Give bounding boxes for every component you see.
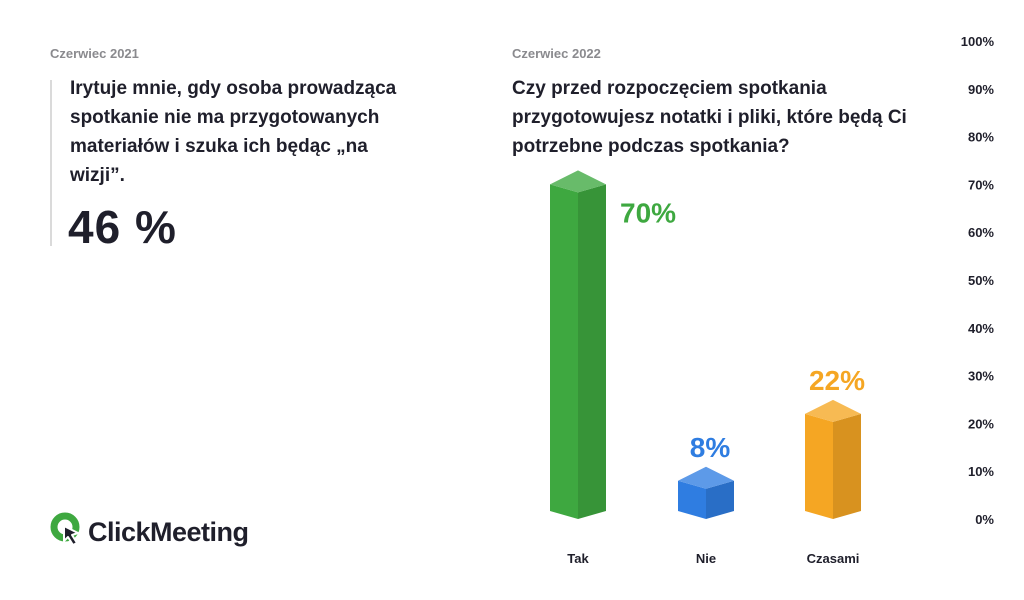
clickmeeting-logo-icon [50, 512, 82, 553]
y-tick-label: 40% [968, 321, 994, 336]
y-tick-label: 10% [968, 464, 994, 479]
x-tick-label: Czasami [807, 551, 860, 566]
y-tick-label: 20% [968, 416, 994, 431]
y-tick-label: 60% [968, 225, 994, 240]
quote-percent: 46 % [68, 201, 177, 253]
bar-czasami-right-face [833, 413, 861, 519]
bar-tak-top [550, 170, 606, 193]
logo-text: ClickMeeting [88, 516, 249, 547]
left-panel: Czerwiec 2021 Irytuje mnie, gdy osoba pr… [50, 0, 430, 600]
y-tick-label: 90% [968, 82, 994, 97]
clickmeeting-logo: ClickMeeting [50, 512, 249, 553]
bar-nie-left-face [678, 480, 706, 519]
y-tick-label: 30% [968, 369, 994, 384]
survey-question: Czy przed rozpoczęciem spotkania przygot… [512, 78, 907, 157]
quote-text: Irytuje mnie, gdy osoba prowadząca spotk… [70, 78, 397, 186]
right-date: Czerwiec 2022 [512, 46, 601, 61]
bar-czasami-left-face [805, 413, 833, 519]
bar-tak-right-face [578, 184, 606, 519]
bar-nie-top [678, 466, 734, 489]
bar-nie-right-face [706, 480, 734, 519]
y-tick-label: 80% [968, 130, 994, 145]
left-date: Czerwiec 2021 [50, 46, 139, 61]
y-tick-label: 70% [968, 177, 994, 192]
x-tick-label: Tak [567, 551, 589, 566]
data-label: 70% [620, 197, 676, 228]
quote-divider [50, 80, 52, 246]
data-label: 8% [690, 432, 731, 463]
y-tick-label: 100% [961, 34, 995, 49]
bar-czasami-top [805, 399, 861, 422]
bar-tak-left-face [550, 184, 578, 519]
x-tick-label: Nie [696, 551, 716, 566]
y-tick-label: 0% [975, 512, 994, 527]
y-tick-label: 50% [968, 273, 994, 288]
data-label: 22% [809, 365, 865, 396]
